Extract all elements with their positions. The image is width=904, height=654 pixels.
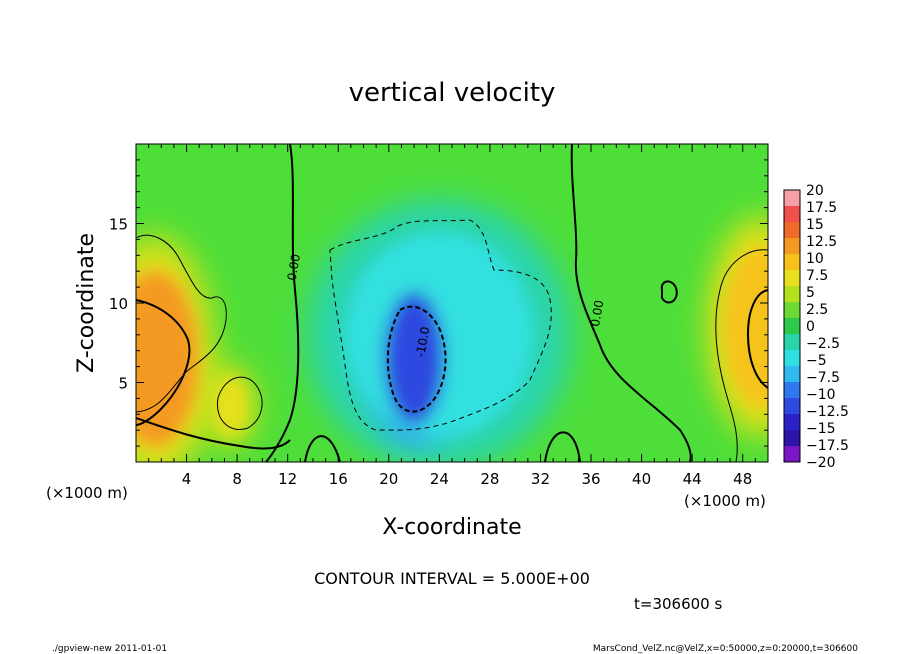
contour-ten-left xyxy=(136,299,191,426)
contour-zero-small-right xyxy=(660,280,678,304)
x-tick-label-11: 48 xyxy=(733,470,752,488)
colorbar-swatch-13 xyxy=(784,398,800,415)
colorbar-swatch-10 xyxy=(784,350,800,367)
plot-area xyxy=(136,144,768,462)
contour-zero-bottom-mid2 xyxy=(544,431,581,462)
x-tick-label-5: 24 xyxy=(430,470,449,488)
x-tick-label-9: 40 xyxy=(632,470,651,488)
colorbar-label-9: −2.5 xyxy=(806,336,840,352)
x-tick-label-2: 12 xyxy=(278,470,297,488)
x-unit-right: (×1000 m) xyxy=(684,492,766,510)
y-tick-label-2: 15 xyxy=(109,216,128,234)
updraft-right-core xyxy=(723,247,768,407)
colorbar-label-8: 0 xyxy=(806,319,815,335)
colorbar-swatch-9 xyxy=(784,334,800,351)
colorbar-swatch-4 xyxy=(784,254,800,271)
footer-right: MarsCond_VelZ.nc@VelZ,x=0:50000,z=0:2000… xyxy=(593,644,858,654)
y-tick-label-0: 5 xyxy=(118,375,128,393)
colorbar-label-12: −10 xyxy=(806,387,836,403)
x-tick-label-7: 32 xyxy=(531,470,550,488)
colorbar-label-1: 17.5 xyxy=(806,200,837,216)
colorbar-label-7: 2.5 xyxy=(806,302,828,318)
colorbar-swatch-7 xyxy=(784,302,800,319)
colorbar-swatch-16 xyxy=(784,446,800,463)
contour-label-0: 0.00 xyxy=(285,253,303,282)
colorbar-label-14: −15 xyxy=(806,421,836,437)
contour-five-right xyxy=(715,249,768,462)
colorbar-label-4: 10 xyxy=(806,251,824,267)
contour-ten-right xyxy=(746,289,768,389)
contour-zero-bottom-mid xyxy=(304,435,341,462)
colorbar-swatch-5 xyxy=(784,270,800,287)
contour-label-2: -10.0 xyxy=(413,326,432,359)
colorbar-swatch-0 xyxy=(784,190,800,207)
x-tick-label-8: 36 xyxy=(581,470,600,488)
contour-five-small xyxy=(216,376,263,430)
contour-label-1: 0.00 xyxy=(588,299,606,328)
colorbar-swatch-15 xyxy=(784,430,800,447)
contour-zero-bottom-left xyxy=(136,417,291,450)
chart-title: vertical velocity xyxy=(349,78,556,108)
contour-interval-label: CONTOUR INTERVAL = 5.000E+00 xyxy=(314,569,590,588)
colorbar-frame xyxy=(783,189,801,463)
contour-zero-right xyxy=(570,144,692,462)
x-tick-label-6: 28 xyxy=(480,470,499,488)
downdraft-center-core xyxy=(383,291,445,426)
colorbar-swatch-8 xyxy=(784,318,800,335)
y-tick-label-1: 10 xyxy=(109,295,128,313)
x-axis-label: X-coordinate xyxy=(382,515,521,540)
contour-minus-ten xyxy=(386,305,447,413)
colorbar-label-15: −17.5 xyxy=(806,438,849,454)
colorbar-swatch-6 xyxy=(784,286,800,303)
colorbar-label-11: −7.5 xyxy=(806,370,840,386)
time-label: t=306600 s xyxy=(634,595,722,613)
contour-minus-five xyxy=(329,219,552,431)
x-tick-label-10: 44 xyxy=(683,470,702,488)
colorbar-swatch-11 xyxy=(784,366,800,383)
updraft-small-core xyxy=(213,374,249,439)
x-tick-label-3: 16 xyxy=(329,470,348,488)
contour-five-left xyxy=(136,234,227,413)
updraft-left-core xyxy=(136,271,198,447)
colorbar-label-10: −5 xyxy=(806,353,827,369)
colorbar-swatch-1 xyxy=(784,206,800,223)
colorbar-label-3: 12.5 xyxy=(806,234,837,250)
colorbar-label-16: −20 xyxy=(806,455,836,471)
x-unit-left: (×1000 m) xyxy=(46,484,128,502)
x-tick-label-4: 20 xyxy=(379,470,398,488)
x-tick-label-0: 4 xyxy=(182,470,192,488)
contour-zero-left xyxy=(265,144,300,462)
colorbar-swatch-3 xyxy=(784,238,800,255)
x-tick-label-1: 8 xyxy=(232,470,242,488)
colorbar-label-6: 5 xyxy=(806,285,815,301)
colorbar-swatch-14 xyxy=(784,414,800,431)
colorbar-swatch-2 xyxy=(784,222,800,239)
colorbar-label-0: 20 xyxy=(806,183,824,199)
colorbar-swatch-12 xyxy=(784,382,800,399)
footer-left: ./gpview-new 2011-01-01 xyxy=(52,644,167,654)
y-axis-label: Z-coordinate xyxy=(74,233,99,373)
colorbar-label-2: 15 xyxy=(806,217,824,233)
colorbar-label-5: 7.5 xyxy=(806,268,828,284)
colorbar-label-13: −12.5 xyxy=(806,404,849,420)
